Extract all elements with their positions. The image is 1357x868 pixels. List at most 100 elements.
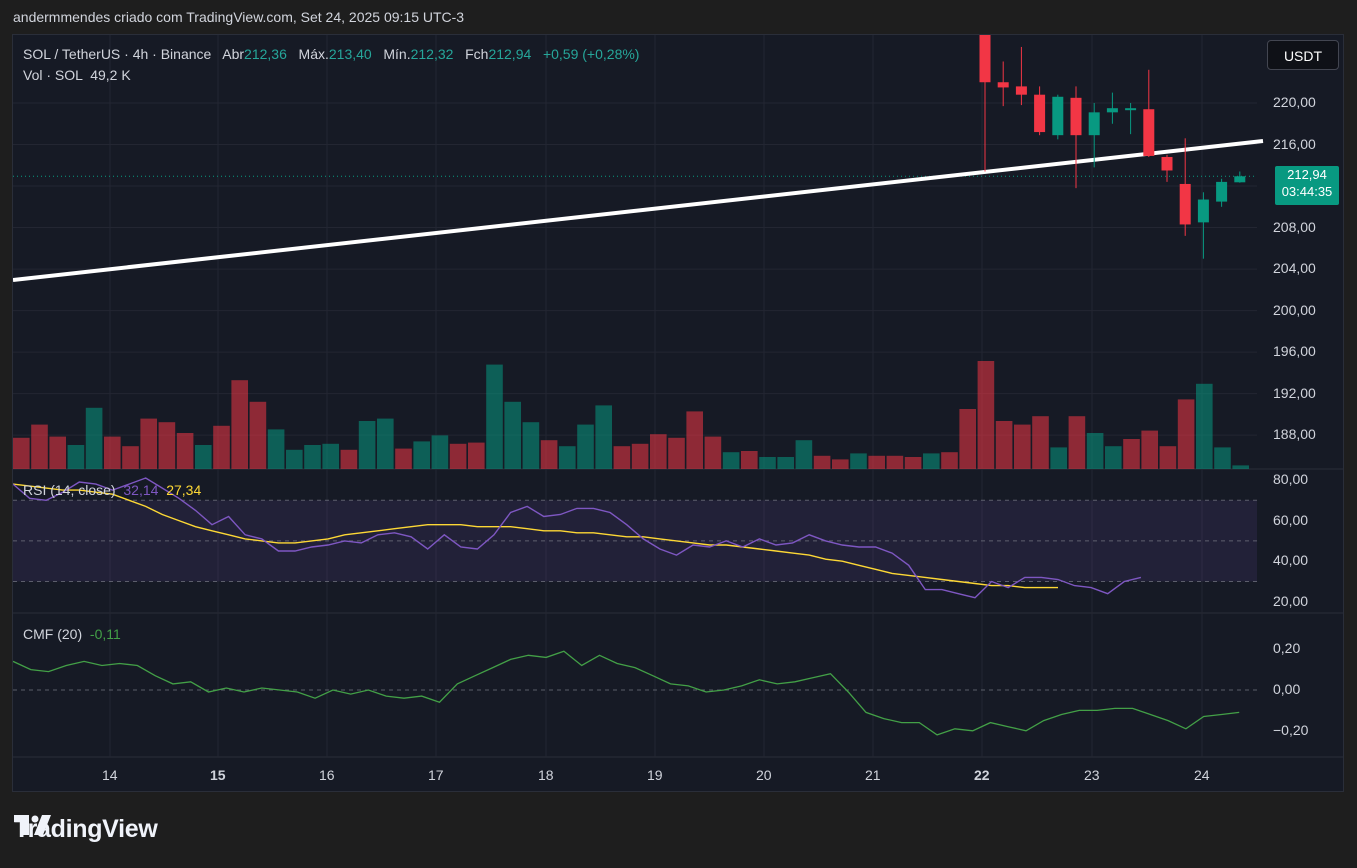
candle-body: [1034, 94, 1046, 133]
low-value: 212,32: [410, 46, 454, 62]
volume-bar: [13, 437, 30, 469]
volume-bar: [1068, 416, 1086, 469]
tradingview-logo[interactable]: TradingView: [14, 815, 158, 844]
volume-bar: [1196, 383, 1213, 469]
volume-bar: [704, 436, 722, 469]
rsi-axis-label: 60,00: [1273, 511, 1309, 528]
volume-label[interactable]: Vol · SOL: [23, 67, 83, 83]
volume-bar: [1232, 465, 1249, 469]
candle-body: [1015, 86, 1027, 95]
cmf-label[interactable]: CMF (20): [23, 626, 83, 642]
volume-bar: [795, 440, 813, 469]
volume-legend: Vol · SOL 49,2 K: [23, 67, 131, 83]
volume-bar: [176, 433, 194, 469]
volume-bar: [1050, 447, 1067, 469]
volume-bar: [468, 442, 485, 469]
volume-bar: [1032, 416, 1049, 469]
time-axis-label: 22: [974, 767, 990, 783]
open-value: 212,36: [244, 46, 287, 62]
change-value: +0,59 (+0,28%): [542, 46, 640, 62]
time-axis-label: 21: [865, 767, 881, 783]
rsi-legend: RSI (14, close) 32,14 27,34: [23, 482, 201, 498]
volume-bar: [231, 380, 248, 469]
volume-bar: [49, 436, 66, 469]
price-axis-label: 220,00: [1273, 94, 1316, 110]
volume-bar: [1105, 446, 1122, 469]
volume-bar: [941, 452, 958, 469]
volume-bar: [377, 418, 394, 469]
rsi-axis-label: 20,00: [1273, 592, 1309, 609]
volume-bar: [1014, 424, 1031, 469]
rsi-label[interactable]: RSI (14, close): [23, 482, 116, 498]
candle-body: [1197, 199, 1209, 223]
close-label: Fch: [465, 46, 489, 62]
bar-countdown: 03:44:35: [1281, 184, 1333, 199]
volume-bar: [850, 453, 867, 469]
price-axis-label: 216,00: [1273, 135, 1316, 152]
volume-bar: [886, 455, 904, 469]
symbol-legend: SOL / TetherUS · 4h · Binance Abr212,36 …: [23, 46, 639, 62]
volume-bar: [668, 437, 685, 469]
chart-frame[interactable]: SOL / TetherUS · 4h · Binance Abr212,36 …: [12, 34, 1344, 792]
currency-button[interactable]: USDT: [1267, 40, 1339, 70]
volume-bar: [686, 411, 703, 469]
candle-body: [1216, 181, 1228, 202]
price-axis-label: 204,00: [1273, 260, 1316, 277]
volume-bar: [613, 446, 631, 469]
rsi-line: [13, 477, 1142, 599]
volume-bar: [904, 457, 922, 469]
volume-bar: [977, 361, 995, 469]
time-axis-label: 23: [1084, 767, 1100, 783]
high-value: 213,40: [328, 46, 372, 62]
rsi-band: [13, 500, 1257, 582]
rsi-value: 32,14: [123, 482, 159, 498]
low-label: Mín.: [383, 46, 411, 62]
time-axis-label: 17: [428, 767, 444, 783]
volume-bar: [358, 421, 376, 469]
volume-bar: [650, 434, 667, 469]
price-axis-label: 188,00: [1273, 426, 1316, 443]
volume-bar: [522, 422, 540, 469]
cmf-legend: CMF (20) -0,11: [23, 626, 121, 642]
volume-bar: [213, 425, 230, 469]
volume-bar: [31, 424, 48, 469]
volume-bar: [486, 364, 503, 469]
time-axis-label: 24: [1194, 767, 1210, 783]
cmf-value: -0,11: [89, 626, 121, 642]
cmf-axis-label: 0,20: [1273, 640, 1301, 657]
volume-bar: [104, 436, 121, 469]
candle-body: [1143, 109, 1155, 156]
volume-bar: [67, 445, 85, 469]
time-axis-label: 14: [102, 767, 118, 783]
candle-body: [1106, 108, 1118, 113]
volume-bar: [595, 405, 612, 469]
symbol-info[interactable]: SOL / TetherUS · 4h · Binance: [23, 46, 212, 62]
candle-body: [1070, 97, 1082, 136]
volume-bar: [1214, 447, 1231, 469]
volume-bar: [1123, 439, 1140, 469]
volume-bar: [395, 448, 412, 469]
volume-bar: [777, 457, 794, 469]
volume-bar: [122, 446, 139, 469]
rsi-axis-label: 80,00: [1273, 471, 1309, 487]
rsi-ma-value: 27,34: [166, 482, 202, 498]
volume-bar: [540, 440, 558, 469]
volume-bar: [85, 407, 103, 469]
chart-canvas[interactable]: [13, 35, 1343, 791]
volume-bar: [813, 455, 831, 469]
time-axis-label: 16: [319, 767, 335, 783]
volume-bar: [304, 445, 321, 469]
price-axis-label: 208,00: [1273, 218, 1316, 235]
volume-bar: [1177, 399, 1195, 469]
cmf-axis-label: −0,20: [1273, 721, 1309, 738]
volume-bar: [504, 401, 521, 469]
volume-bar: [741, 451, 758, 469]
volume-bar: [832, 459, 849, 469]
volume-bar: [431, 435, 449, 469]
high-label: Máx.: [298, 46, 329, 62]
volume-bar: [631, 443, 649, 469]
volume-bar: [413, 441, 430, 469]
volume-bar: [1141, 430, 1158, 469]
volume-bar: [249, 401, 267, 469]
candle-body: [1088, 112, 1100, 136]
